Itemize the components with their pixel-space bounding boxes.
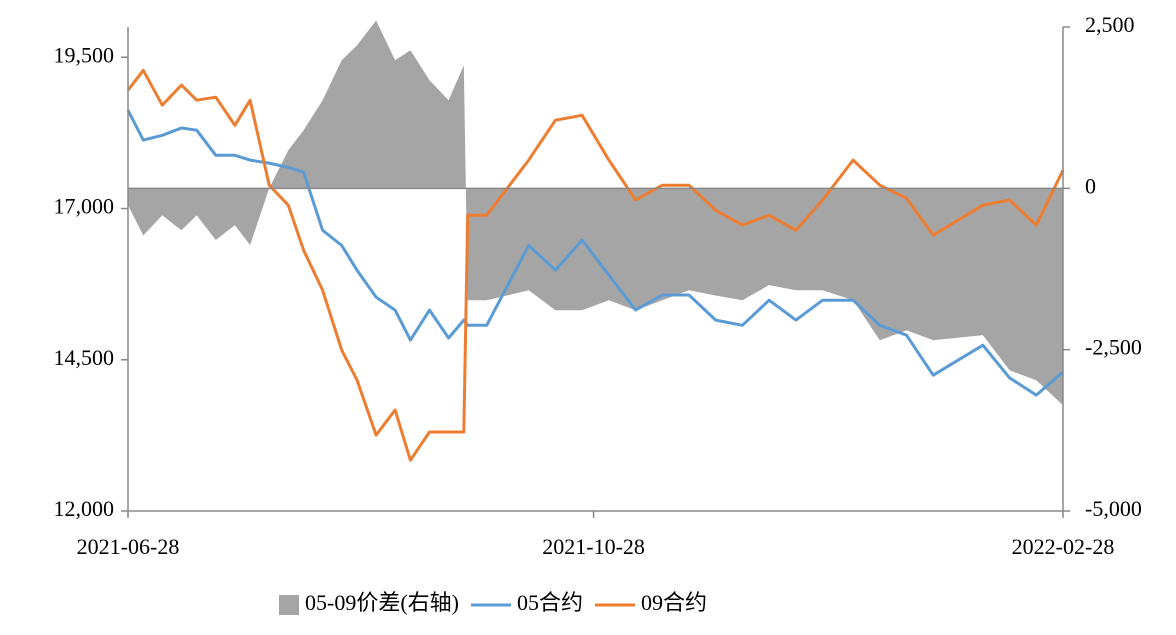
price-line bbox=[126, 68, 1065, 462]
y-tick-label: 14,500 bbox=[54, 345, 115, 370]
y-tick-label: 12,000 bbox=[54, 496, 115, 521]
y2-tick-label: -2,500 bbox=[1085, 335, 1142, 360]
y-tick-label: 19,500 bbox=[54, 42, 115, 67]
legend-swatch bbox=[279, 595, 299, 615]
x-tick-label: 2022-02-28 bbox=[1012, 534, 1115, 559]
legend-label: 05-09价差(右轴) bbox=[305, 590, 459, 615]
y2-tick-label: 2,500 bbox=[1085, 12, 1135, 37]
y2-tick-label: -5,000 bbox=[1085, 496, 1142, 521]
price-line bbox=[126, 109, 1064, 397]
y-tick-label: 17,000 bbox=[54, 194, 115, 219]
legend-label: 09合约 bbox=[641, 590, 707, 615]
x-tick-label: 2021-10-28 bbox=[542, 534, 645, 559]
spread-area bbox=[128, 20, 1063, 406]
legend-label: 05合约 bbox=[517, 590, 583, 615]
y2-tick-label: 0 bbox=[1085, 173, 1096, 198]
x-tick-label: 2021-06-28 bbox=[77, 534, 180, 559]
